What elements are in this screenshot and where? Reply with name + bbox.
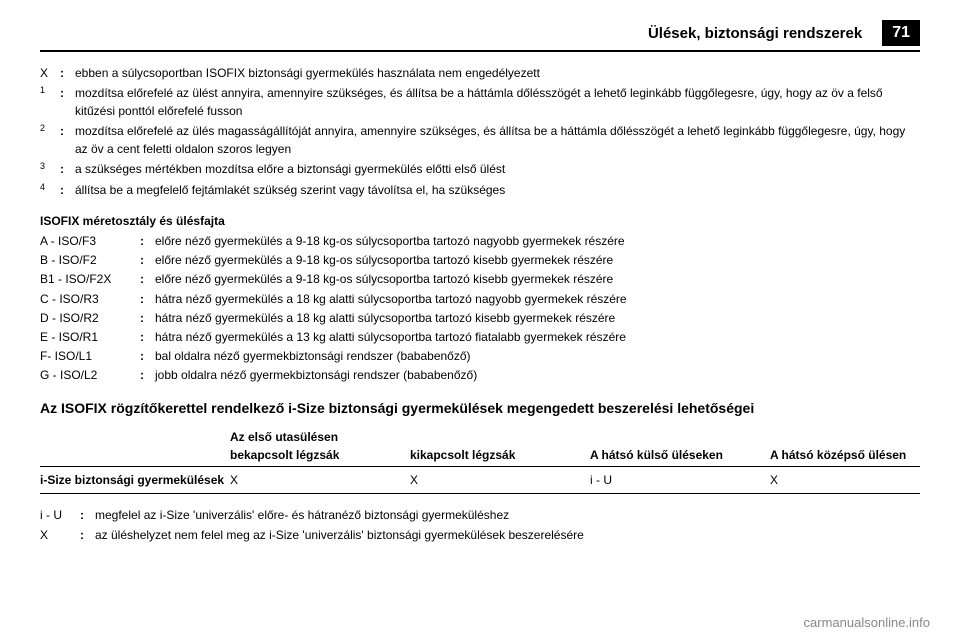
table-cell: X [770,473,930,487]
table-header-cell: A hátsó középső ülésen [770,448,930,462]
section-title: Az ISOFIX rögzítőkerettel rendelkező i-S… [40,400,920,416]
table-cell-label: i-Size biztonsági gyermekülések [40,473,230,487]
table-super-header: Az első utasülésen [230,426,338,448]
category-row: E - ISO/R1 : hátra néző gyermekülés a 13… [40,328,920,347]
footnote-text: a szükséges mértékben mozdítsa előre a b… [75,160,920,179]
footnote-row: 2 : mozdítsa előrefelé az ülés magasságá… [40,122,920,158]
definition-row: i - U : megfelel az i-Size 'univerzális'… [40,506,920,524]
table-header-cell: A hátsó külső üléseken [590,448,770,462]
footnote-key: X [40,64,60,82]
category-row: C - ISO/R3 : hátra néző gyermekülés a 18… [40,290,920,309]
definition-colon: : [80,526,95,544]
category-colon: : [140,309,155,328]
category-colon: : [140,251,155,270]
table-super-header-row: Az első utasülésen [40,426,920,448]
footnote-colon: : [60,122,75,158]
footnote-list: X : ebben a súlycsoportban ISOFIX bizton… [40,64,920,200]
category-row: D - ISO/R2 : hátra néző gyermekülés a 18… [40,309,920,328]
footnote-key: 1 [40,84,60,120]
footnote-row: 4 : állítsa be a megfelelő fejtámlakét s… [40,181,920,200]
category-title: ISOFIX méretosztály és ülésfajta [40,214,920,228]
category-text: hátra néző gyermekülés a 18 kg alatti sú… [155,309,920,328]
definition-row: X : az üléshelyzet nem felel meg az i-Si… [40,526,920,544]
definition-text: megfelel az i-Size 'univerzális' előre- … [95,506,920,524]
watermark: carmanualsonline.info [804,615,930,630]
category-colon: : [140,270,155,289]
category-row: B - ISO/F2 : előre néző gyermekülés a 9-… [40,251,920,270]
definitions-list: i - U : megfelel az i-Size 'univerzális'… [40,506,920,544]
header-title: Ülések, biztonsági rendszerek [648,25,862,42]
category-key: E - ISO/R1 [40,328,140,347]
category-colon: : [140,290,155,309]
footnote-text: ebben a súlycsoportban ISOFIX biztonsági… [75,64,920,82]
category-key: D - ISO/R2 [40,309,140,328]
footnote-text: mozdítsa előrefelé az ülést annyira, ame… [75,84,920,120]
category-key: B1 - ISO/F2X [40,270,140,289]
footnote-colon: : [60,160,75,179]
page-container: Ülések, biztonsági rendszerek 71 X : ebb… [0,0,960,566]
footnote-row: 3 : a szükséges mértékben mozdítsa előre… [40,160,920,179]
table-cell: X [410,473,590,487]
table-cell: i - U [590,473,770,487]
category-key: G - ISO/L2 [40,366,140,385]
category-colon: : [140,347,155,366]
category-row: F- ISO/L1 : bal oldalra néző gyermekbizt… [40,347,920,366]
footnote-row: X : ebben a súlycsoportban ISOFIX bizton… [40,64,920,82]
category-text: hátra néző gyermekülés a 13 kg alatti sú… [155,328,920,347]
table-header-cell [40,448,230,462]
footnote-text: állítsa be a megfelelő fejtámlakét szüks… [75,181,920,200]
isofix-table: Az első utasülésen bekapcsolt légzsák ki… [40,426,920,494]
category-text: előre néző gyermekülés a 9-18 kg-os súly… [155,232,920,251]
footnote-key: 4 [40,181,60,200]
table-row: i-Size biztonsági gyermekülések X X i - … [40,467,920,494]
table-empty-cell [40,426,230,448]
footnote-colon: : [60,84,75,120]
definition-text: az üléshelyzet nem felel meg az i-Size '… [95,526,920,544]
table-header-cell: bekapcsolt légzsák [230,448,410,462]
category-row: A - ISO/F3 : előre néző gyermekülés a 9-… [40,232,920,251]
category-text: előre néző gyermekülés a 9-18 kg-os súly… [155,270,920,289]
category-key: F- ISO/L1 [40,347,140,366]
footnote-key: 3 [40,160,60,179]
category-colon: : [140,328,155,347]
category-key: A - ISO/F3 [40,232,140,251]
footnote-colon: : [60,64,75,82]
definition-key: X [40,526,80,544]
page-header: Ülések, biztonsági rendszerek 71 [40,20,920,52]
table-header-cell: kikapcsolt légzsák [410,448,590,462]
category-text: előre néző gyermekülés a 9-18 kg-os súly… [155,251,920,270]
footnote-text: mozdítsa előrefelé az ülés magasságállít… [75,122,920,158]
category-key: B - ISO/F2 [40,251,140,270]
definition-key: i - U [40,506,80,524]
category-text: bal oldalra néző gyermekbiztonsági rends… [155,347,920,366]
category-text: jobb oldalra néző gyermekbiztonsági rend… [155,366,920,385]
footnote-row: 1 : mozdítsa előrefelé az ülést annyira,… [40,84,920,120]
category-colon: : [140,366,155,385]
category-row: B1 - ISO/F2X : előre néző gyermekülés a … [40,270,920,289]
category-colon: : [140,232,155,251]
category-list: A - ISO/F3 : előre néző gyermekülés a 9-… [40,232,920,386]
footnote-key: 2 [40,122,60,158]
category-row: G - ISO/L2 : jobb oldalra néző gyermekbi… [40,366,920,385]
table-cell: X [230,473,410,487]
definition-colon: : [80,506,95,524]
footnote-colon: : [60,181,75,200]
table-header-row: bekapcsolt légzsák kikapcsolt légzsák A … [40,448,920,467]
page-number: 71 [882,20,920,46]
category-key: C - ISO/R3 [40,290,140,309]
category-text: hátra néző gyermekülés a 18 kg alatti sú… [155,290,920,309]
